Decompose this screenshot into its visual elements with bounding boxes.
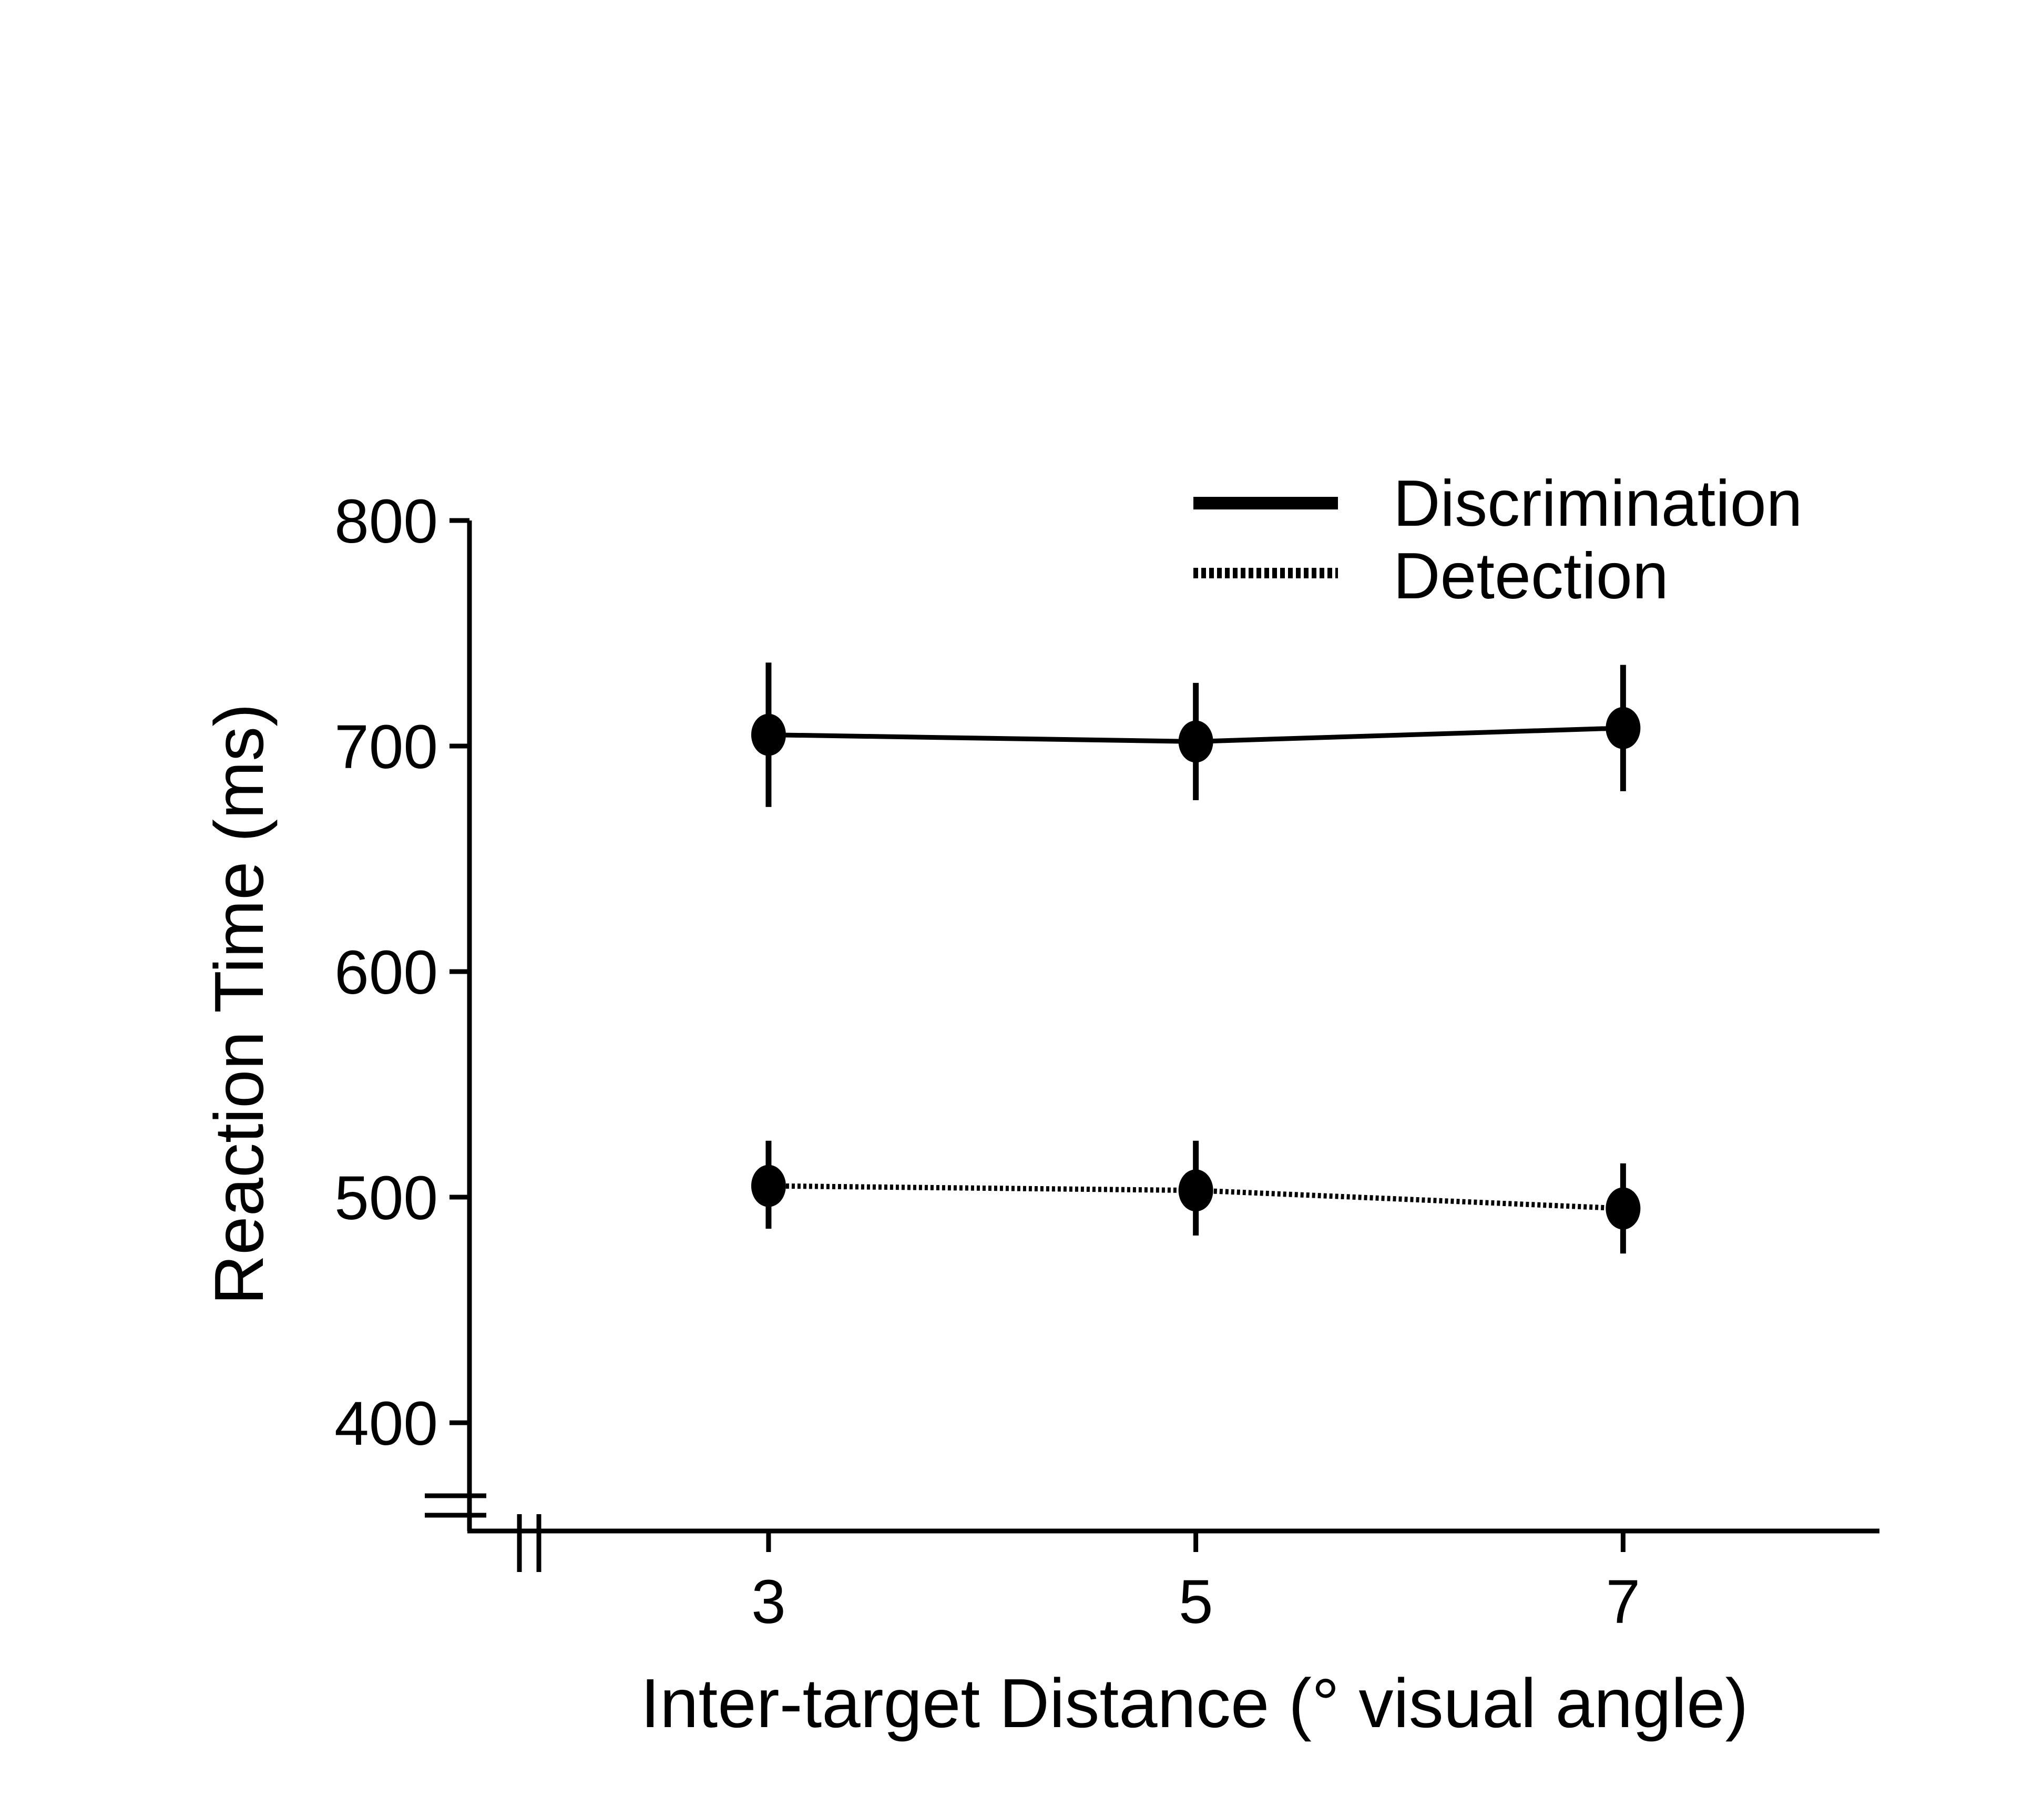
y-tick-label: 500 bbox=[334, 1163, 438, 1233]
y-tick-label: 800 bbox=[334, 487, 438, 556]
data-point-detection bbox=[751, 1165, 786, 1207]
y-tick-label: 600 bbox=[334, 938, 438, 1007]
data-point-discrimination bbox=[1178, 720, 1213, 763]
x-tick-label: 7 bbox=[1606, 1567, 1641, 1637]
data-point-detection bbox=[1606, 1187, 1641, 1230]
ticks: 400 500 600 700 800 3 5 7 bbox=[334, 487, 1640, 1637]
data-point-discrimination bbox=[1606, 707, 1641, 749]
y-tick-label: 400 bbox=[334, 1389, 438, 1458]
y-tick-label: 700 bbox=[334, 712, 438, 782]
legend-label-detection: Detection bbox=[1393, 540, 1669, 613]
x-tick-label: 5 bbox=[1179, 1567, 1213, 1637]
legend-label-discrimination: Discrimination bbox=[1393, 467, 1803, 540]
data-point-detection bbox=[1178, 1169, 1213, 1212]
axes bbox=[425, 520, 1879, 1572]
legend: Discrimination Detection bbox=[1193, 467, 1803, 613]
series bbox=[751, 662, 1641, 1254]
data-point-discrimination bbox=[751, 713, 786, 756]
y-axis-title: Reaction Time (ms) bbox=[200, 703, 278, 1305]
series-line-detection bbox=[768, 1183, 1623, 1211]
x-tick-label: 3 bbox=[751, 1567, 786, 1637]
x-axis-title: Inter-target Distance (° visual angle) bbox=[640, 1665, 1748, 1742]
